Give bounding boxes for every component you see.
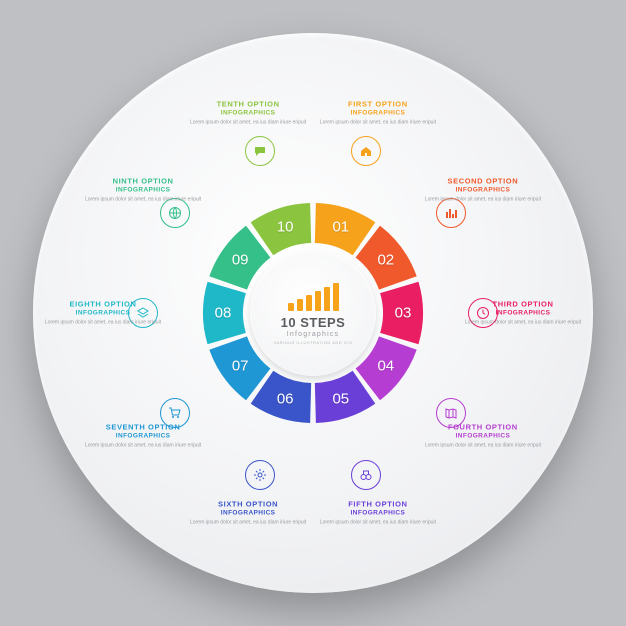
label-title: TENTH OPTION (188, 100, 308, 109)
center-tiny: VARIOUS ILLUSTRATION AND ICO (274, 340, 353, 345)
label-body: Lorem ipsum dolor sit amet, ea ius diam … (188, 519, 308, 526)
home-icon (351, 136, 381, 166)
center-hub: 10 STEPS Infographics VARIOUS ILLUSTRATI… (250, 250, 376, 376)
label-body: Lorem ipsum dolor sit amet, ea ius diam … (423, 196, 543, 203)
label-title: THIRD OPTION (463, 300, 583, 309)
segment-number-08: 08 (215, 305, 232, 322)
label-02: SECOND OPTIONINFOGRAPHICS Lorem ipsum dol… (423, 176, 543, 203)
label-08: EIGHTH OPTIONINFOGRAPHICS Lorem ipsum dol… (43, 300, 163, 327)
label-title: SECOND OPTION (423, 176, 543, 185)
label-sub: INFOGRAPHICS (83, 186, 203, 193)
label-sub: INFOGRAPHICS (43, 310, 163, 317)
segment-number-07: 07 (232, 357, 249, 374)
label-sub: INFOGRAPHICS (423, 433, 543, 440)
segment-number-06: 06 (277, 390, 294, 407)
label-body: Lorem ipsum dolor sit amet, ea ius diam … (43, 320, 163, 327)
label-sub: INFOGRAPHICS (188, 509, 308, 516)
label-title: FIRST OPTION (318, 100, 438, 109)
label-body: Lorem ipsum dolor sit amet, ea ius diam … (463, 320, 583, 327)
gear-icon (245, 460, 275, 490)
label-01: FIRST OPTIONINFOGRAPHICS Lorem ipsum dolo… (318, 100, 438, 127)
label-sub: INFOGRAPHICS (463, 310, 583, 317)
label-body: Lorem ipsum dolor sit amet, ea ius diam … (188, 120, 308, 127)
label-09: NINTH OPTIONINFOGRAPHICS Lorem ipsum dolo… (83, 176, 203, 203)
center-subtitle: Infographics (287, 331, 340, 338)
label-title: NINTH OPTION (83, 176, 203, 185)
center-bars-icon (288, 281, 339, 311)
segment-number-10: 10 (277, 219, 294, 236)
label-body: Lorem ipsum dolor sit amet, ea ius diam … (83, 443, 203, 450)
chat-icon (245, 136, 275, 166)
label-04: FOURTH OPTIONINFOGRAPHICS Lorem ipsum dol… (423, 423, 543, 450)
label-06: SIXTH OPTIONINFOGRAPHICS Lorem ipsum dolo… (188, 499, 308, 526)
segment-number-02: 02 (377, 252, 394, 269)
segment-number-09: 09 (232, 252, 249, 269)
label-title: SIXTH OPTION (188, 499, 308, 508)
label-07: SEVENTH OPTIONINFOGRAPHICS Lorem ipsum do… (83, 423, 203, 450)
infographic-stage: 10 STEPS Infographics VARIOUS ILLUSTRATI… (33, 33, 593, 593)
label-sub: INFOGRAPHICS (83, 433, 203, 440)
label-sub: INFOGRAPHICS (423, 186, 543, 193)
center-title: 10 STEPS (281, 315, 346, 330)
segment-number-04: 04 (377, 357, 394, 374)
label-sub: INFOGRAPHICS (318, 110, 438, 117)
label-title: FIFTH OPTION (318, 499, 438, 508)
binoculars-icon (351, 460, 381, 490)
segment-number-05: 05 (332, 390, 349, 407)
label-05: FIFTH OPTIONINFOGRAPHICS Lorem ipsum dolo… (318, 499, 438, 526)
label-sub: INFOGRAPHICS (188, 110, 308, 117)
label-title: EIGHTH OPTION (43, 300, 163, 309)
label-body: Lorem ipsum dolor sit amet, ea ius diam … (83, 196, 203, 203)
segment-number-03: 03 (395, 305, 412, 322)
label-body: Lorem ipsum dolor sit amet, ea ius diam … (318, 120, 438, 127)
segment-number-01: 01 (332, 219, 349, 236)
label-body: Lorem ipsum dolor sit amet, ea ius diam … (318, 519, 438, 526)
label-10: TENTH OPTIONINFOGRAPHICS Lorem ipsum dolo… (188, 100, 308, 127)
label-body: Lorem ipsum dolor sit amet, ea ius diam … (423, 443, 543, 450)
label-03: THIRD OPTIONINFOGRAPHICS Lorem ipsum dolo… (463, 300, 583, 327)
label-sub: INFOGRAPHICS (318, 509, 438, 516)
label-title: FOURTH OPTION (423, 423, 543, 432)
label-title: SEVENTH OPTION (83, 423, 203, 432)
